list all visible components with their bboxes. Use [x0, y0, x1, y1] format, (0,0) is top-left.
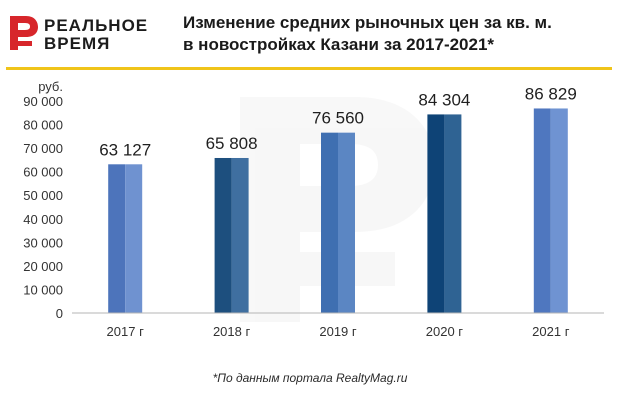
- data-label: 86 829: [525, 84, 577, 103]
- y-tick-label: 20 000: [23, 259, 63, 274]
- x-tick-label: 2020 г: [426, 324, 464, 339]
- y-tick-label: 90 000: [23, 94, 63, 109]
- bar: [321, 132, 355, 313]
- x-tick-label: 2017 г: [107, 324, 145, 339]
- bar: [533, 108, 568, 313]
- y-tick-label: 70 000: [23, 141, 63, 156]
- y-tick-label: 0: [56, 306, 63, 321]
- y-tick-label: 10 000: [23, 282, 63, 297]
- y-tick-label: 50 000: [23, 188, 63, 203]
- bar-left-face: [427, 114, 445, 314]
- brand-logo-icon: [10, 16, 38, 50]
- chart-title-line-1: Изменение средних рыночных цен за кв. м.: [183, 13, 552, 32]
- bar: [108, 164, 143, 313]
- bar-left-face: [108, 164, 126, 313]
- footnote: *По данным портала RealtyMag.ru: [212, 371, 408, 385]
- logo-text-top: РЕАЛЬНОЕ: [44, 16, 149, 35]
- bar-right-face: [125, 164, 143, 313]
- bar-right-face: [338, 132, 355, 313]
- data-label: 65 808: [206, 134, 258, 153]
- bar-chart: руб. 0 10 000 20 000 30 000 40 000 50 000 60 00…: [23, 79, 604, 339]
- title-divider: [6, 67, 612, 70]
- y-axis: руб. 0 10 000 20 000 30 000 40 000 50 000 60 00…: [23, 79, 63, 321]
- data-label: 84 304: [418, 90, 470, 109]
- y-axis-unit: руб.: [38, 79, 63, 94]
- bar-left-face: [214, 157, 232, 313]
- data-labels: 63 127 65 808 76 560 84 304 86 829: [99, 84, 577, 159]
- bar-right-face: [444, 114, 462, 314]
- bars: [108, 108, 568, 314]
- x-tick-label: 2021 г: [532, 324, 570, 339]
- x-tick-label: 2018 г: [213, 324, 251, 339]
- bar-left-face: [533, 108, 551, 313]
- bar-right-face: [550, 108, 568, 313]
- chart-title: Изменение средних рыночных цен за кв. м.…: [183, 12, 613, 56]
- y-tick-label: 80 000: [23, 118, 63, 133]
- x-axis: 2017 г 2018 г 2019 г 2020 г 2021 г: [72, 312, 604, 339]
- data-label: 76 560: [312, 109, 364, 128]
- bar: [427, 114, 462, 314]
- brand-logo[interactable]: РЕАЛЬНОЕ ВРЕМЯ: [8, 14, 158, 56]
- y-tick-label: 60 000: [23, 165, 63, 180]
- bar-left-face: [321, 132, 338, 313]
- chart-title-line-2: в новостройках Казани за 2017-2021*: [183, 35, 495, 54]
- bar-right-face: [231, 157, 249, 313]
- logo-text-bottom: ВРЕМЯ: [44, 34, 111, 53]
- data-label: 63 127: [99, 140, 151, 159]
- chart-container: руб. 0 10 000 20 000 30 000 40 000 50 000 60 00…: [0, 72, 620, 362]
- bar: [214, 157, 249, 313]
- y-tick-label: 30 000: [23, 235, 63, 250]
- x-tick-label: 2019 г: [319, 324, 357, 339]
- y-tick-label: 40 000: [23, 212, 63, 227]
